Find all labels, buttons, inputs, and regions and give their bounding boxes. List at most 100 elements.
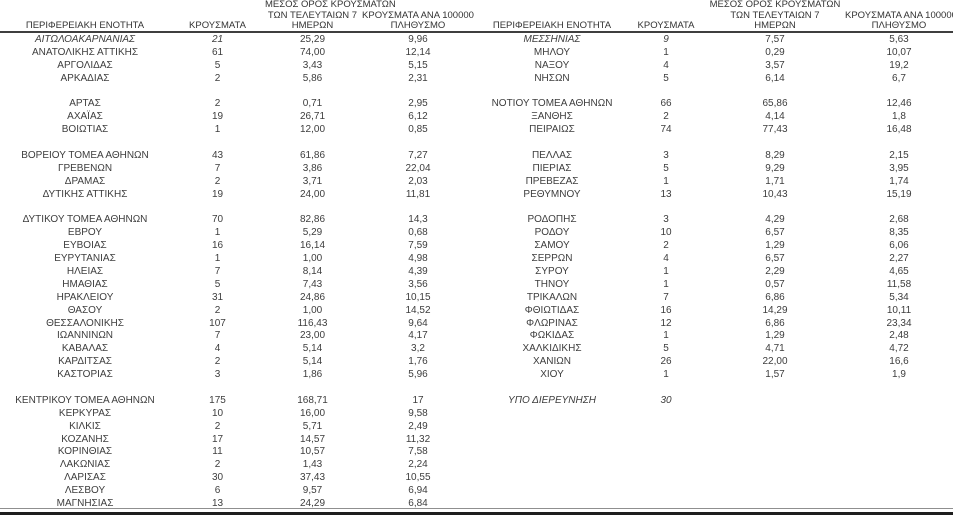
table-row: ΗΜΑΘΙΑΣ 5 7,43 3,56 xyxy=(0,278,476,291)
cases-cell: 7 xyxy=(663,291,669,303)
spacer-row xyxy=(477,136,953,149)
region-cell: ΤΗΝΟΥ xyxy=(534,278,570,290)
cases-cell: 12 xyxy=(660,317,672,329)
table-row: ΠΕΙΡΑΙΩΣ 74 77,43 16,48 xyxy=(477,123,953,136)
region-cell: ΝΑΞΟΥ xyxy=(534,59,570,71)
avg7-cell: 10,57 xyxy=(299,446,326,458)
per100k-cell: 8,35 xyxy=(889,227,909,239)
table-row: ΝΟΤΙΟΥ ΤΟΜΕΑ ΑΘΗΝΩΝ 66 65,86 12,46 xyxy=(477,97,953,110)
avg7-cell: 65,86 xyxy=(762,98,788,110)
avg7-cell: 10,43 xyxy=(762,188,788,200)
right-table-header: ΠΕΡΙΦΕΡΕΙΑΚΗ ΕΝΟΤΗΤΑ ΚΡΟΥΣΜΑΤΑ ΜΕΣΟΣ ΟΡΟ… xyxy=(477,0,953,31)
avg7-cell: 16,00 xyxy=(299,407,326,419)
avg7-cell: 5,71 xyxy=(302,420,323,432)
table-row: ΔΥΤΙΚΗΣ ΑΤΤΙΚΗΣ 19 24,00 11,81 xyxy=(0,188,476,201)
per100k-header-line2: ΠΛΗΘΥΣΜΟ xyxy=(390,20,446,31)
table-body-band: ΑΙΤΩΛΟΑΚΑΡΝΑΝΙΑΣ 21 25,29 9,96 ΑΝΑΤΟΛΙΚΗΣ ΑΤ… xyxy=(0,33,953,510)
region-cell: ΓΡΕΒΕΝΩΝ xyxy=(57,162,113,174)
table-row: ΑΡΤΑΣ 2 0,71 2,95 xyxy=(0,97,476,110)
avg7-cell: 6,57 xyxy=(765,253,785,265)
avg7-cell: 6,14 xyxy=(765,72,785,84)
avg7-cell: 5,14 xyxy=(302,356,323,368)
cases-cell: 1 xyxy=(663,278,669,290)
region-cell: ΥΠΟ ΔΙΕΡΕΥΝΗΣΗ xyxy=(508,394,596,406)
cases-cell: 19 xyxy=(211,188,224,200)
cases-cell: 13 xyxy=(211,498,224,509)
region-cell: ΕΥΡΥΤΑΝΙΑΣ xyxy=(54,253,116,265)
region-cell: ΚΑΣΤΟΡΙΑΣ xyxy=(57,369,113,381)
region-cell: ΡΟΔΟΥ xyxy=(534,227,570,239)
cases-cell: 26 xyxy=(660,356,672,368)
avg7-cell: 1,71 xyxy=(765,175,785,187)
table-row: ΦΩΚΙΔΑΣ 1 1,29 2,48 xyxy=(477,329,953,342)
cases-cell: 66 xyxy=(660,98,672,110)
table-row: ΝΗΣΩΝ 5 6,14 6,7 xyxy=(477,72,953,85)
avg7-cell: 7,43 xyxy=(302,278,323,290)
region-cell: ΝΗΣΩΝ xyxy=(534,72,570,84)
per100k-cell: 12,46 xyxy=(886,98,912,110)
cases-cell: 1 xyxy=(663,265,669,277)
region-cell: ΑΡΓΟΛΙΔΑΣ xyxy=(57,59,113,71)
avg7-cell: 4,71 xyxy=(765,343,785,355)
table-row: ΚΑΒΑΛΑΣ 4 5,14 3,2 xyxy=(0,342,476,355)
cases-cell: 1 xyxy=(663,330,669,342)
table-row: ΣΕΡΡΩΝ 4 6,57 2,27 xyxy=(477,252,953,265)
region-cell: ΔΥΤΙΚΟΥ ΤΟΜΕΑ ΑΘΗΝΩΝ xyxy=(22,214,148,226)
avg7-cell: 16,14 xyxy=(299,240,326,252)
left-region-table: ΑΙΤΩΛΟΑΚΑΡΝΑΝΙΑΣ 21 25,29 9,96 ΑΝΑΤΟΛΙΚΗΣ ΑΤ… xyxy=(0,33,476,510)
avg7-header-line3: ΗΜΕΡΩΝ xyxy=(291,20,334,31)
per100k-cell: 22,04 xyxy=(405,162,431,174)
region-cell: ΒΟΡΕΙΟΥ ΤΟΜΕΑ ΑΘΗΝΩΝ xyxy=(21,149,149,161)
per100k-cell: 4,39 xyxy=(408,265,428,277)
per100k-cell: 2,27 xyxy=(889,253,909,265)
per100k-cell: 14,3 xyxy=(408,214,428,226)
avg7-cell: 61,86 xyxy=(299,149,326,161)
avg7-cell: 12,00 xyxy=(299,124,326,136)
per100k-cell: 2,49 xyxy=(408,420,428,432)
column-header-cases: ΚΡΟΥΣΜΑΤΑ xyxy=(189,20,246,31)
avg7-cell: 5,29 xyxy=(302,227,323,239)
per100k-cell: 9,96 xyxy=(408,33,428,45)
avg7-cell: 0,71 xyxy=(302,98,323,110)
avg7-cell: 1,29 xyxy=(765,330,785,342)
table-row: ΡΟΔΟΥ 10 6,57 8,35 xyxy=(477,226,953,239)
per100k-cell: 2,48 xyxy=(889,330,909,342)
cases-cell: 2 xyxy=(214,175,221,187)
per100k-cell: 10,15 xyxy=(405,291,431,303)
table-row: ΚΕΝΤΡΙΚΟΥ ΤΟΜΕΑ ΑΘΗΝΩΝ 175 168,71 17 xyxy=(0,394,476,407)
column-header-avg7: ΜΕΣΟΣ ΟΡΟΣ ΚΡΟΥΣΜΑΤΩΝ ΤΩΝ ΤΕΛΕΥΤΑΙΩΝ 7 Η… xyxy=(705,0,845,33)
table-row: ΗΡΑΚΛΕΙΟΥ 31 24,86 10,15 xyxy=(0,291,476,304)
table-row: ΜΕΣΣΗΝΙΑΣ 9 7,57 5,63 xyxy=(477,33,953,46)
avg7-cell: 14,57 xyxy=(299,433,326,445)
table-row: ΚΕΡΚΥΡΑΣ 10 16,00 9,58 xyxy=(0,407,476,420)
cases-cell: 7 xyxy=(214,265,221,277)
table-row: ΙΩΑΝΝΙΝΩΝ 7 23,00 4,17 xyxy=(0,329,476,342)
cases-cell: 2 xyxy=(663,111,669,123)
avg7-cell: 4,14 xyxy=(765,111,785,123)
cases-cell: 1 xyxy=(663,369,669,381)
per100k-cell: 2,68 xyxy=(889,214,909,226)
per100k-cell: 7,27 xyxy=(408,149,428,161)
avg7-cell: 5,86 xyxy=(302,72,323,84)
per100k-cell: 6,12 xyxy=(408,111,428,123)
cases-cell: 30 xyxy=(660,394,672,406)
table-row: ΤΡΙΚΑΛΩΝ 7 6,86 5,34 xyxy=(477,291,953,304)
per100k-header-line1: ΚΡΟΥΣΜΑΤΑ ΑΝΑ 100000 xyxy=(362,9,474,21)
region-cell: ΚΑΒΑΛΑΣ xyxy=(61,343,109,355)
table-row: ΘΑΣΟΥ 2 1,00 14,52 xyxy=(0,304,476,317)
cases-cell: 30 xyxy=(211,472,224,484)
per100k-cell: 16,6 xyxy=(889,356,909,368)
table-row: ΔΡΑΜΑΣ 2 3,71 2,03 xyxy=(0,175,476,188)
avg7-cell: 24,29 xyxy=(299,498,326,509)
per100k-cell: 16,48 xyxy=(886,124,912,136)
table-row: ΥΠΟ ΔΙΕΡΕΥΝΗΣΗ 30 xyxy=(477,394,953,407)
cases-cell: 5 xyxy=(663,162,669,174)
region-cell: ΣΑΜΟΥ xyxy=(534,240,570,252)
region-cell: ΗΛΕΙΑΣ xyxy=(66,265,104,277)
avg7-cell: 37,43 xyxy=(299,472,326,484)
region-cell: ΝΟΤΙΟΥ ΤΟΜΕΑ ΑΘΗΝΩΝ xyxy=(491,98,613,110)
region-cell: ΧΑΛΚΙΔΙΚΗΣ xyxy=(522,343,582,355)
region-cell: ΤΡΙΚΑΛΩΝ xyxy=(526,291,578,303)
table-row: ΣΥΡΟΥ 1 2,29 4,65 xyxy=(477,265,953,278)
